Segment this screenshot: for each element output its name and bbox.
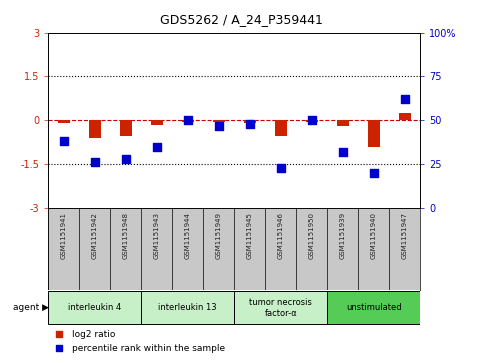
Text: GSM1151945: GSM1151945 — [247, 212, 253, 259]
Point — [153, 144, 161, 150]
Point — [277, 165, 284, 171]
Text: GSM1151947: GSM1151947 — [402, 212, 408, 259]
Bar — [337, 120, 349, 126]
Point — [91, 159, 99, 165]
Point — [215, 123, 223, 129]
Text: GSM1151940: GSM1151940 — [371, 212, 377, 259]
Bar — [88, 120, 101, 138]
Bar — [243, 120, 256, 123]
Text: log2 ratio: log2 ratio — [72, 330, 116, 339]
Text: GSM1151950: GSM1151950 — [309, 212, 315, 259]
Text: GSM1151948: GSM1151948 — [123, 212, 129, 259]
Text: GSM1151944: GSM1151944 — [185, 212, 191, 259]
Bar — [151, 120, 163, 125]
Bar — [182, 120, 194, 122]
Bar — [327, 291, 420, 324]
Point — [339, 149, 347, 155]
Text: agent ▶: agent ▶ — [13, 303, 49, 312]
Bar — [213, 120, 225, 122]
Bar — [398, 113, 411, 120]
Bar — [368, 120, 380, 147]
Text: GSM1151946: GSM1151946 — [278, 212, 284, 259]
Bar — [48, 291, 142, 324]
Text: interleukin 13: interleukin 13 — [158, 303, 217, 312]
Text: unstimulated: unstimulated — [346, 303, 401, 312]
Point — [246, 121, 254, 127]
Text: interleukin 4: interleukin 4 — [68, 303, 121, 312]
Text: GSM1151943: GSM1151943 — [154, 212, 160, 259]
Point — [308, 117, 315, 123]
Point — [56, 345, 63, 351]
Text: GDS5262 / A_24_P359441: GDS5262 / A_24_P359441 — [160, 13, 323, 26]
Point — [370, 170, 378, 176]
Point — [56, 331, 63, 337]
Text: percentile rank within the sample: percentile rank within the sample — [72, 344, 226, 353]
Point — [184, 117, 192, 123]
Text: GSM1151941: GSM1151941 — [61, 212, 67, 259]
Bar — [306, 120, 318, 122]
Text: GSM1151939: GSM1151939 — [340, 212, 346, 259]
Text: GSM1151942: GSM1151942 — [92, 212, 98, 259]
Point — [401, 96, 409, 102]
Point — [60, 138, 68, 144]
Bar — [234, 291, 327, 324]
Bar — [274, 120, 287, 136]
Bar — [141, 291, 234, 324]
Bar — [120, 120, 132, 136]
Point — [122, 156, 129, 162]
Text: GSM1151949: GSM1151949 — [216, 212, 222, 259]
Text: tumor necrosis
factor-α: tumor necrosis factor-α — [249, 298, 312, 318]
Bar — [57, 120, 70, 123]
